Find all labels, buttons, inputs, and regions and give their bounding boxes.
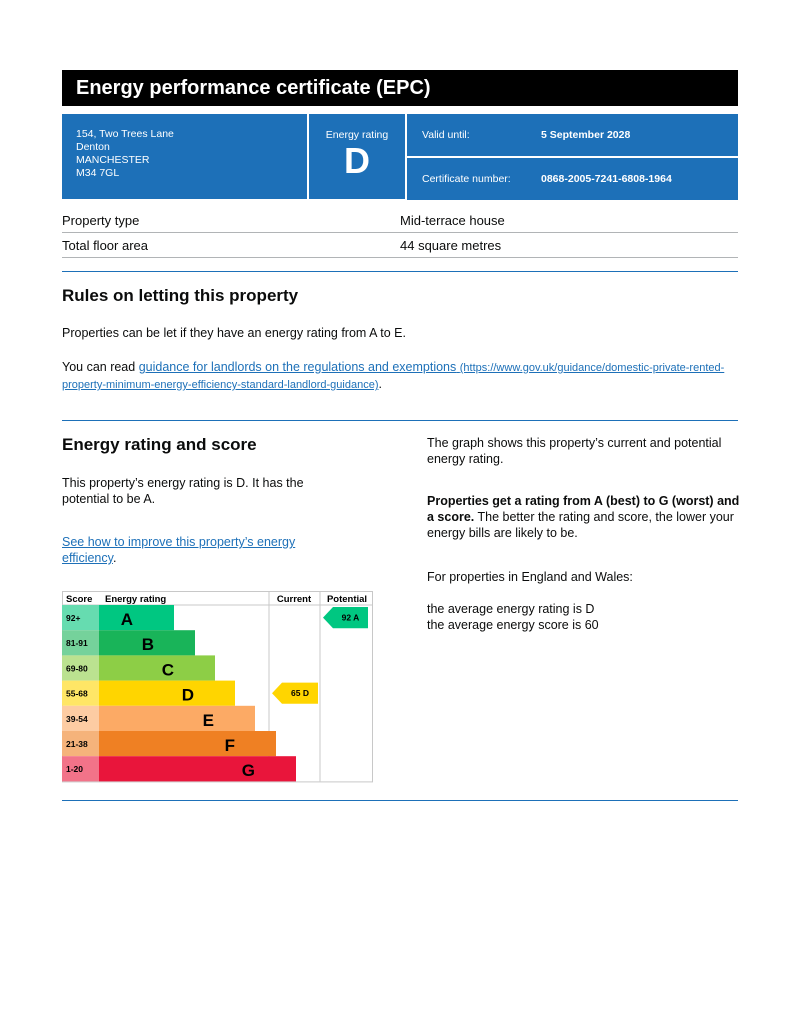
divider <box>62 420 738 421</box>
energy-rating-label: Energy rating <box>325 129 389 141</box>
score-cell-E <box>62 705 99 731</box>
row-value: 44 square metres <box>400 238 502 253</box>
band-bar-F <box>99 731 276 757</box>
score-range-A: 92+ <box>66 613 80 623</box>
average-rating: the average energy rating is D <box>427 602 595 616</box>
energy-rating-value: D <box>344 140 370 181</box>
valid-until-value: 5 September 2028 <box>541 129 631 141</box>
band-bar-B <box>99 630 195 656</box>
address-line: MANCHESTER <box>76 154 150 166</box>
current-rating-arrow <box>272 682 318 704</box>
score-range-C: 69-80 <box>66 663 88 673</box>
score-range-G: 1-20 <box>66 764 83 774</box>
potential-rating-arrow <box>323 607 368 629</box>
band-letter-F: F <box>225 736 235 755</box>
band-bar-D <box>99 680 235 706</box>
text: You can read <box>62 360 139 374</box>
band-bar-C <box>99 655 215 681</box>
text: . <box>112 551 117 565</box>
region-text: For properties in England and Wales: <box>427 570 633 584</box>
energy-rating-box: Energy rating D <box>309 114 405 199</box>
band-bar-E <box>99 705 255 731</box>
band-bar-G <box>99 756 296 782</box>
score-cell-C <box>62 655 99 681</box>
property-type-row: Property type Mid-terrace house <box>62 208 738 233</box>
valid-until: Valid until: 5 September 2028 <box>407 114 738 156</box>
band-letter-A: A <box>121 610 133 629</box>
link-url: (https://www.gov.uk/guidance/domestic-pr… <box>62 362 725 391</box>
row-label: Property type <box>62 213 140 228</box>
link-text: guidance for landlords on the regulation… <box>138 360 457 374</box>
score-range-B: 81-91 <box>66 638 88 648</box>
score-cell-G <box>62 756 99 782</box>
valid-until-label: Valid until: <box>422 129 470 141</box>
rules-text: Properties can be let if they have an en… <box>62 326 406 340</box>
score-range-D: 55-68 <box>66 689 88 699</box>
header-score: Score <box>66 594 92 605</box>
energy-rating-chart: Score Energy rating Current Potential 92+ A 81… <box>62 591 373 783</box>
row-value: Mid-terrace house <box>400 213 505 228</box>
row-label: Total floor area <box>62 238 148 253</box>
score-cell-B <box>62 630 99 656</box>
score-range-F: 21-38 <box>66 739 88 749</box>
band-bar-A <box>99 605 174 631</box>
score-cell-F <box>62 731 99 757</box>
potential-rating-label: 92 A <box>342 613 360 623</box>
band-letter-D: D <box>182 686 194 705</box>
certificate-number: Certificate number: 0868-2005-7241-6808-1… <box>407 158 738 200</box>
bold-text: Properties get a rating from A (best) to… <box>427 494 740 524</box>
address: 154, Two Trees Lane Denton MANCHESTER M3… <box>62 114 307 199</box>
divider <box>62 271 738 272</box>
header-potential: Potential <box>327 594 367 605</box>
score-cell-A <box>62 605 99 631</box>
address-line: Denton <box>76 140 110 153</box>
divider <box>62 800 738 801</box>
header-energy-rating: Energy rating <box>105 594 166 605</box>
rating-explainer: Properties get a rating from A (best) to… <box>427 493 742 541</box>
certificate-number-label: Certificate number: <box>422 173 511 185</box>
band-letter-G: G <box>242 761 255 780</box>
certificate-number-value: 0868-2005-7241-6808-1964 <box>541 173 672 185</box>
improve-paragraph: See how to improve this property’s energ… <box>62 534 332 566</box>
rules-guidance: You can read guidance for landlords on t… <box>62 359 732 393</box>
average-score: the average energy score is 60 <box>427 618 599 632</box>
address-line: M34 7GL <box>76 166 120 179</box>
header-current: Current <box>277 594 312 605</box>
score-text: This property’s energy rating is D. It h… <box>62 476 304 506</box>
rules-heading: Rules on letting this property <box>62 286 299 305</box>
text: The better the rating and score, the low… <box>427 510 734 540</box>
graph-explainer: The graph shows this property’s current … <box>427 436 722 466</box>
guidance-link[interactable]: guidance for landlords on the regulation… <box>62 360 724 391</box>
score-heading: Energy rating and score <box>62 435 257 454</box>
address-line: 154, Two Trees Lane <box>76 128 174 140</box>
current-rating-label: 65 D <box>291 688 309 698</box>
improve-link[interactable]: See how to improve this property’s energ… <box>62 535 296 565</box>
band-letter-B: B <box>142 635 154 654</box>
band-letter-E: E <box>203 711 214 730</box>
score-range-E: 39-54 <box>66 714 88 724</box>
band-letter-C: C <box>162 660 174 679</box>
page-title: Energy performance certificate (EPC) <box>62 70 738 106</box>
score-cell-D <box>62 680 99 706</box>
text: . <box>378 377 382 391</box>
floor-area-row: Total floor area 44 square metres <box>62 233 738 258</box>
